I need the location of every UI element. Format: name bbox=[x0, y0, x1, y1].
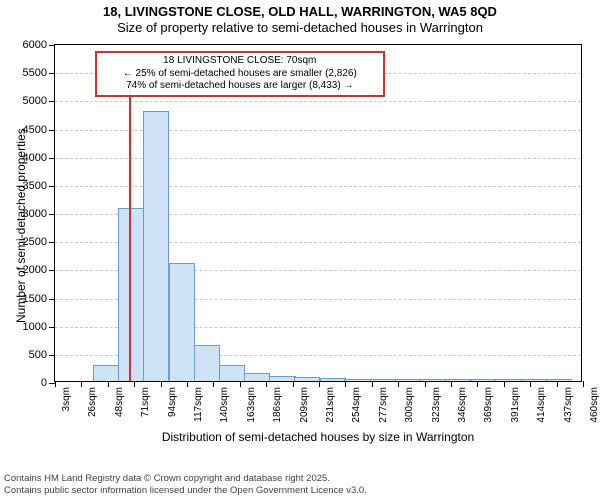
histogram-bar bbox=[118, 208, 144, 381]
y-tick bbox=[49, 214, 55, 215]
histogram-bar bbox=[395, 379, 421, 381]
x-tick bbox=[187, 381, 188, 387]
x-tick-label: 3sqm bbox=[61, 387, 72, 411]
x-tick bbox=[557, 381, 558, 387]
y-tick-label: 5500 bbox=[23, 67, 47, 79]
y-tick bbox=[49, 186, 55, 187]
y-tick bbox=[49, 73, 55, 74]
y-tick bbox=[49, 270, 55, 271]
x-tick-label: 140sqm bbox=[219, 387, 230, 423]
y-tick bbox=[49, 242, 55, 243]
histogram-bar bbox=[219, 365, 245, 381]
x-tick-label: 346sqm bbox=[457, 387, 468, 423]
x-tick-label: 209sqm bbox=[299, 387, 310, 423]
x-tick-label: 26sqm bbox=[87, 387, 98, 417]
x-tick-label: 414sqm bbox=[536, 387, 547, 423]
footer-attribution: Contains HM Land Registry data © Crown c… bbox=[4, 473, 367, 496]
x-tick-label: 254sqm bbox=[351, 387, 362, 423]
histogram-bar bbox=[370, 379, 396, 381]
x-tick bbox=[293, 381, 294, 387]
x-tick bbox=[345, 381, 346, 387]
histogram-bar bbox=[320, 378, 346, 381]
histogram-bar bbox=[495, 379, 521, 381]
x-tick-label: 48sqm bbox=[114, 387, 125, 417]
histogram-bar bbox=[521, 379, 547, 381]
x-tick bbox=[504, 381, 505, 387]
gridline bbox=[55, 186, 581, 187]
x-tick-label: 391sqm bbox=[510, 387, 521, 423]
annotation-line2: ← 25% of semi-detached houses are smalle… bbox=[101, 68, 379, 81]
x-tick bbox=[134, 381, 135, 387]
x-tick bbox=[240, 381, 241, 387]
histogram-bar bbox=[169, 263, 195, 381]
x-tick-label: 277sqm bbox=[378, 387, 389, 423]
x-tick bbox=[319, 381, 320, 387]
x-tick-label: 369sqm bbox=[483, 387, 494, 423]
x-tick-label: 437sqm bbox=[563, 387, 574, 423]
gridline bbox=[55, 158, 581, 159]
y-tick-label: 500 bbox=[29, 349, 47, 361]
y-axis-label: Number of semi-detached properties bbox=[14, 128, 28, 323]
histogram-bar bbox=[269, 376, 295, 381]
annotation-line3: 74% of semi-detached houses are larger (… bbox=[101, 80, 379, 93]
x-tick bbox=[55, 381, 56, 387]
x-tick-label: 94sqm bbox=[167, 387, 178, 417]
histogram-bar bbox=[344, 379, 370, 381]
chart-container: { "title": { "line1": "18, LIVINGSTONE C… bbox=[0, 0, 600, 500]
x-tick-label: 71sqm bbox=[140, 387, 151, 417]
y-tick-label: 5000 bbox=[23, 95, 47, 107]
y-tick-label: 0 bbox=[41, 377, 47, 389]
x-tick-label: 323sqm bbox=[431, 387, 442, 423]
plot-area: 0500100015002000250030003500400045005000… bbox=[54, 44, 582, 382]
x-axis-label: Distribution of semi-detached houses by … bbox=[54, 430, 582, 444]
histogram-bar bbox=[420, 379, 446, 381]
x-tick bbox=[451, 381, 452, 387]
x-tick bbox=[372, 381, 373, 387]
histogram-bar bbox=[143, 111, 169, 381]
x-tick bbox=[266, 381, 267, 387]
histogram-bar bbox=[546, 379, 572, 381]
x-tick bbox=[81, 381, 82, 387]
footer-line1: Contains HM Land Registry data © Crown c… bbox=[4, 473, 367, 484]
x-tick-label: 186sqm bbox=[272, 387, 283, 423]
x-tick-label: 231sqm bbox=[325, 387, 336, 423]
title-address: 18, LIVINGSTONE CLOSE, OLD HALL, WARRING… bbox=[0, 4, 600, 20]
y-tick bbox=[49, 158, 55, 159]
gridline bbox=[55, 130, 581, 131]
x-tick bbox=[530, 381, 531, 387]
x-tick bbox=[583, 381, 584, 387]
x-tick bbox=[161, 381, 162, 387]
annotation-box: 18 LIVINGSTONE CLOSE: 70sqm← 25% of semi… bbox=[95, 51, 385, 97]
y-tick bbox=[49, 130, 55, 131]
gridline bbox=[55, 101, 581, 102]
y-tick-label: 6000 bbox=[23, 39, 47, 51]
x-tick bbox=[398, 381, 399, 387]
x-tick-label: 300sqm bbox=[404, 387, 415, 423]
x-tick-label: 163sqm bbox=[246, 387, 257, 423]
histogram-bar bbox=[194, 345, 220, 381]
chart-title: 18, LIVINGSTONE CLOSE, OLD HALL, WARRING… bbox=[0, 0, 600, 37]
histogram-bar bbox=[244, 373, 270, 381]
y-tick bbox=[49, 355, 55, 356]
histogram-bar bbox=[294, 377, 320, 381]
y-tick bbox=[49, 327, 55, 328]
y-tick bbox=[49, 299, 55, 300]
title-subtitle: Size of property relative to semi-detach… bbox=[0, 20, 600, 36]
histogram-bar bbox=[471, 379, 497, 381]
x-tick bbox=[108, 381, 109, 387]
x-tick bbox=[213, 381, 214, 387]
x-tick-label: 117sqm bbox=[193, 387, 204, 422]
x-tick bbox=[477, 381, 478, 387]
annotation-line1: 18 LIVINGSTONE CLOSE: 70sqm bbox=[101, 55, 379, 68]
histogram-bar bbox=[445, 379, 471, 381]
property-marker-line bbox=[129, 82, 131, 381]
x-tick bbox=[425, 381, 426, 387]
histogram-bar bbox=[93, 365, 119, 381]
y-tick bbox=[49, 45, 55, 46]
footer-line2: Contains public sector information licen… bbox=[4, 485, 367, 496]
y-tick bbox=[49, 101, 55, 102]
x-tick-label: 460sqm bbox=[589, 387, 600, 423]
